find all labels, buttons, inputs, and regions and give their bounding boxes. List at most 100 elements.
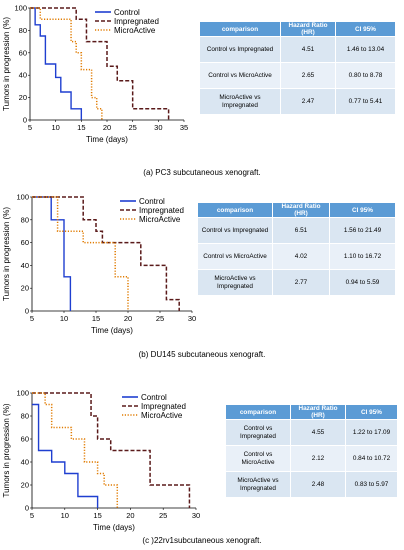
header-comparison: comparison xyxy=(226,405,291,420)
series-line-impregnated xyxy=(30,7,170,120)
header-hazard-ratio: Hazard Ratio (HR) xyxy=(290,405,346,420)
y-tick-label: 40 xyxy=(19,71,27,80)
series-line-microactive xyxy=(30,7,103,120)
caption-22rv1: (c )22rv1subcutaneous xenograft. xyxy=(142,536,262,545)
table-header-row: comparison Hazard Ratio (HR) CI 95% xyxy=(200,22,396,37)
table-header-row: comparison Hazard Ratio (HR) CI 95% xyxy=(198,203,396,218)
header-ci: CI 95% xyxy=(335,22,396,37)
cell-comparison: Control vs Impregnated xyxy=(226,419,291,446)
legend-label-impregnated: Impregnated xyxy=(114,17,159,26)
cell-ci: 0.80 to 8.78 xyxy=(335,62,396,89)
header-comparison: comparison xyxy=(198,203,273,218)
table-row: Control vs Impregnated 4.55 1.22 to 17.0… xyxy=(226,419,398,446)
legend-label-microactive: MicroActive xyxy=(139,215,181,224)
cell-hr: 2.12 xyxy=(290,445,346,472)
x-axis-label: Time (days) xyxy=(91,326,133,335)
table-row: Control vs MicroActive 4.02 1.10 to 16.7… xyxy=(198,243,396,270)
x-tick-label: 5 xyxy=(30,511,34,520)
y-tick-label: 20 xyxy=(21,481,29,490)
cell-comparison: MicroActive vs Impregnated xyxy=(200,88,281,115)
x-tick-label: 25 xyxy=(128,123,136,132)
header-hazard-ratio: Hazard Ratio (HR) xyxy=(280,22,336,37)
cell-comparison: MicroActive vs Impregnated xyxy=(226,471,291,498)
y-tick-label: 20 xyxy=(19,93,27,102)
series-line-impregnated xyxy=(32,196,180,311)
header-ci: CI 95% xyxy=(329,203,396,218)
cell-hr: 4.51 xyxy=(280,36,336,63)
y-tick-label: 20 xyxy=(21,284,29,293)
series-line-control xyxy=(32,403,99,508)
cell-ci: 1.10 to 16.72 xyxy=(329,243,396,270)
table-row: Control vs MicroActive 2.12 0.84 to 10.7… xyxy=(226,445,398,472)
x-tick-label: 30 xyxy=(192,511,200,520)
y-tick-label: 60 xyxy=(21,238,29,247)
cell-ci: 0.83 to 5.97 xyxy=(345,471,398,498)
cell-comparison: Control vs MicroActive xyxy=(200,62,281,89)
series-line-control xyxy=(30,7,83,120)
legend-label-impregnated: Impregnated xyxy=(139,206,184,215)
x-tick-label: 20 xyxy=(103,123,111,132)
x-tick-label: 30 xyxy=(188,314,196,323)
cell-hr: 4.55 xyxy=(290,419,346,446)
cell-ci: 1.56 to 21.49 xyxy=(329,217,396,244)
y-axis-label: Tumors in progression (%) xyxy=(2,17,11,111)
cell-ci: 0.84 to 10.72 xyxy=(345,445,398,472)
x-tick-label: 25 xyxy=(159,511,167,520)
y-axis-label: Tumors in progression (%) xyxy=(2,207,11,301)
table-row: MicroActive vs Impregnated 2.48 0.83 to … xyxy=(226,471,398,498)
cell-hr: 4.02 xyxy=(272,243,330,270)
hazard-ratio-table-22rv1: comparison Hazard Ratio (HR) CI 95% Cont… xyxy=(226,405,398,498)
cell-ci: 1.22 to 17.09 xyxy=(345,419,398,446)
header-ci: CI 95% xyxy=(345,405,398,420)
x-tick-label: 20 xyxy=(126,511,134,520)
y-tick-label: 100 xyxy=(16,389,29,398)
x-tick-label: 15 xyxy=(92,314,100,323)
series-line-control xyxy=(32,196,72,311)
cell-hr: 2.47 xyxy=(280,88,336,115)
series-line-microactive xyxy=(32,196,129,311)
x-axis-label: Time (days) xyxy=(86,135,128,144)
panel-c: 0 20 40 60 80 100 5 10 15 20 25 30 Time (days) Tumors… xyxy=(0,375,404,550)
panel-b: 0 20 40 60 80 100 5 10 15 20 25 30 Time (days) Tumors… xyxy=(0,185,404,365)
x-tick-label: 10 xyxy=(51,123,59,132)
series-line-impregnated xyxy=(32,392,191,508)
table-row: Control vs Impregnated 6.51 1.56 to 21.4… xyxy=(198,217,396,244)
cell-comparison: Control vs Impregnated xyxy=(200,36,281,63)
caption-pc3: (a) PC3 subcutaneous xenograft. xyxy=(143,168,261,177)
header-hazard-ratio: Hazard Ratio (HR) xyxy=(272,203,330,218)
legend-label-impregnated: Impregnated xyxy=(141,402,186,411)
cell-hr: 2.65 xyxy=(280,62,336,89)
y-tick-label: 80 xyxy=(19,26,27,35)
cell-ci: 1.46 to 13.04 xyxy=(335,36,396,63)
legend-label-control: Control xyxy=(141,393,167,402)
legend-label-microactive: MicroActive xyxy=(141,411,183,420)
y-tick-label: 100 xyxy=(14,4,27,13)
y-tick-label: 80 xyxy=(21,412,29,421)
km-plot-du145: 0 20 40 60 80 100 5 10 15 20 25 30 Time (days) Tumors… xyxy=(2,193,196,336)
y-tick-label: 40 xyxy=(21,261,29,270)
y-tick-label: 60 xyxy=(19,48,27,57)
y-tick-label: 60 xyxy=(21,435,29,444)
legend-label-control: Control xyxy=(114,8,140,17)
cell-ci: 0.77 to 5.41 xyxy=(335,88,396,115)
y-tick-label: 0 xyxy=(25,307,29,316)
x-tick-label: 10 xyxy=(60,314,68,323)
y-tick-label: 0 xyxy=(23,116,27,125)
cell-comparison: Control vs Impregnated xyxy=(198,217,273,244)
legend-label-control: Control xyxy=(139,197,165,206)
cell-comparison: MicroActive vs Impregnated xyxy=(198,269,273,296)
cell-comparison: Control vs MicroActive xyxy=(226,445,291,472)
x-tick-label: 5 xyxy=(30,314,34,323)
km-plot-pc3: 0 20 40 60 80 100 5 10 15 20 25 30 35 Time (days) Tumo… xyxy=(2,4,188,145)
y-tick-label: 80 xyxy=(21,215,29,224)
table-header-row: comparison Hazard Ratio (HR) CI 95% xyxy=(226,405,398,420)
table-row: Control vs MicroActive 2.65 0.80 to 8.78 xyxy=(200,62,396,89)
legend-label-microactive: MicroActive xyxy=(114,26,156,35)
x-tick-label: 15 xyxy=(93,511,101,520)
x-tick-label: 20 xyxy=(124,314,132,323)
y-axis-label: Tumors in progression (%) xyxy=(2,403,11,497)
table-row: Control vs Impregnated 4.51 1.46 to 13.0… xyxy=(200,36,396,63)
cell-hr: 2.48 xyxy=(290,471,346,498)
table-row: MicroActive vs Impregnated 2.77 0.94 to … xyxy=(198,269,396,296)
x-tick-label: 5 xyxy=(28,123,32,132)
